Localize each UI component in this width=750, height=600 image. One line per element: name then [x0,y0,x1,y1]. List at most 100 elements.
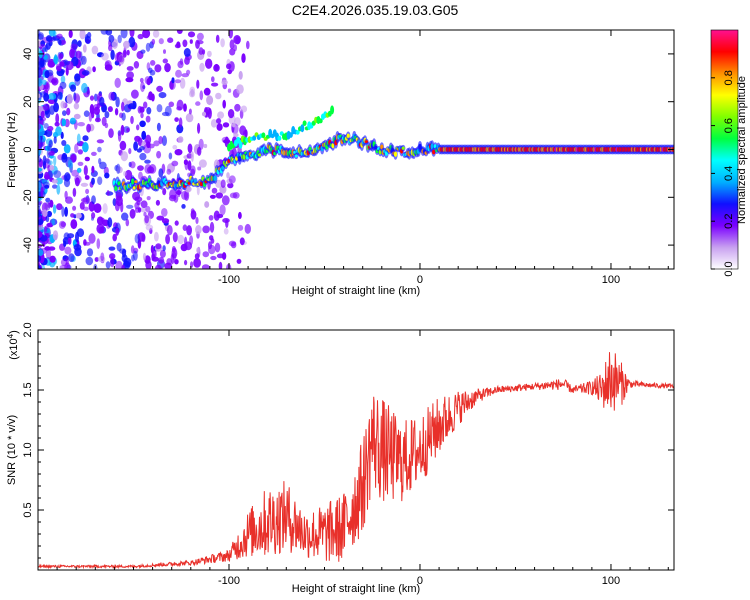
spectrogram-noise-blob [226,63,232,70]
spectrogram-noise-blob [58,53,64,60]
spectrogram-noise-blob [57,91,63,100]
spectrogram-noise-blob [114,77,121,88]
spectrogram-noise-blob [153,140,160,147]
spectrogram-noise-blob [139,146,145,151]
spectrogram-branch-cell [252,135,257,141]
spectrogram-noise-blob [47,125,54,132]
spectrogram-panel: -100 0 100 -40 -20 0 20 40 Height of straight l… [6,29,675,297]
spectrogram-noise-blob [176,30,183,34]
spectrogram-noise-blob [214,63,219,71]
spectrogram-noise-blob [93,93,98,102]
spectrogram-ridge-cell [257,153,262,157]
spectrogram-noise-blob [63,240,67,247]
spectrogram-ytick-label: -20 [22,189,34,205]
spectrogram-noise-blob [64,246,72,255]
spectrogram-noise-blob [129,208,136,219]
spectrogram-noise-blob [221,195,230,206]
snr-ytick-label: 1.0 [22,442,34,457]
spectrogram-noise-blob [105,261,111,269]
spectrogram-noise-blob [232,192,240,199]
spectrogram-noise-blob [53,155,57,166]
spectrogram-noise-blob [73,113,81,120]
spectrogram-branch-cell [330,105,335,115]
spectrogram-noise-blob [112,233,117,242]
spectrogram-noise-blob [71,169,80,177]
spectrogram-noise-blob [149,69,156,76]
spectrogram-noise-blob [108,246,116,251]
colorbar: 0.0 0.2 0.4 0.6 0.8 Normalized spectral ampl… [710,29,748,277]
spectrogram-noise-blob [203,143,208,149]
spectrogram-noise-blob [38,201,42,208]
spectrogram-noise-blob [144,215,149,224]
spectrogram-noise-blob [161,135,167,146]
spectrogram-ridge-cell [331,143,335,149]
snr-xlabel: Height of straight line (km) [292,583,420,595]
colorbar-ticks: 0.0 0.2 0.4 0.6 0.8 [711,70,735,277]
spectrogram-noise-blob [48,246,56,251]
spectrogram-noise-blob [121,212,129,221]
spectrogram-ylabel: Frequency (Hz) [6,112,18,188]
spectrogram-noise-blob [174,79,181,84]
spectrogram-noise-blob [156,104,163,113]
spectrogram-noise-blob [42,181,50,188]
spectrogram-noise-blob [183,48,191,57]
spectrogram-noise-blob [96,216,104,225]
spectrogram-noise-blob [108,44,113,52]
spectrogram-noise-blob [126,204,134,209]
spectrogram-noise-blob [130,245,135,254]
spectrogram-noise-blob [202,251,210,258]
spectrogram-noise-blob [121,112,126,121]
spectrogram-noise-blob [43,93,50,102]
spectrogram-noise-blob [55,177,63,185]
spectrogram-noise-blob [217,111,225,119]
spectrogram-noise-blob [108,34,115,43]
spectrogram-noise-blob [60,75,66,84]
spectrogram-noise-blob [74,175,82,184]
spectrogram-noise-blob [215,92,222,100]
spectrogram-noise-blob [70,84,77,92]
spectrogram-noise-blob [104,111,110,119]
spectrogram-noise-blob [98,158,102,165]
spectrogram-noise-blob [182,39,188,48]
spectrogram-noise-blob [140,81,145,93]
spectrogram-noise-blob [145,115,151,123]
spectrogram-noise-blob [174,220,179,226]
spectrogram-noise-blob [96,238,101,250]
spectrogram-noise-blob [174,149,183,156]
spectrogram-noise-blob [210,119,218,128]
snr-ylabel: SNR (10 * v/v) [6,415,18,485]
spectrogram-noise-blob [97,146,102,153]
spectrogram-noise-blob [213,210,220,221]
spectrogram-noise-blob [141,130,147,140]
spectrogram-noise-blob [121,101,125,112]
spectrogram-noise-blob [47,60,55,68]
spectrogram-noise-blob [84,35,92,45]
spectrogram-noise-blob [63,174,67,182]
spectrogram-noise-blob [44,44,48,53]
spectrogram-noise-blob [209,235,214,241]
spectrogram-noise-blob [110,256,115,268]
spectrogram-noise-blob [51,77,59,86]
spectrogram-noise-blob [126,49,130,56]
spectrogram-noise-blob [94,257,99,262]
spectrogram-noise-blob [38,55,43,65]
spectrogram-noise-blob [42,103,50,111]
spectrogram-noise-blob [139,152,147,161]
spectrogram-noise-blob [38,249,44,256]
spectrogram-noise-blob [158,92,167,99]
spectrogram-ridge-cell [132,186,136,190]
spectrogram-noise-blob [167,37,174,43]
spectrogram-noise-blob [211,82,219,87]
spectrogram-noise-blob [91,165,95,174]
spectrogram-noise-blob [172,144,178,150]
snr-xtick-label: -100 [218,575,240,587]
spectrogram-noise-blob [83,110,90,117]
spectrogram-branch-cell [295,130,300,135]
spectrogram-noise-blob [207,50,212,58]
spectrogram-noise-blob [74,143,79,153]
spectrogram-noise-blob [42,155,47,166]
spectrogram-noise-blob [117,34,122,44]
spectrogram-noise-blob [223,139,231,144]
spectrogram-noise-blob [145,42,151,52]
spectrogram-noise-blob [162,188,167,196]
